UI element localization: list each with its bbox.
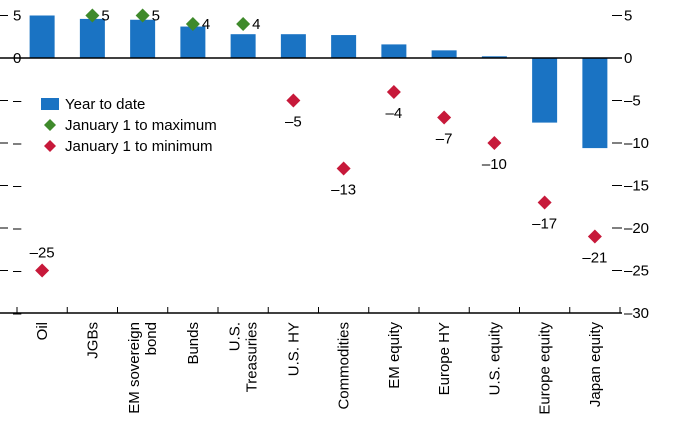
category-label-line: Europe HY <box>436 322 453 395</box>
max-marker-bunds <box>185 17 200 31</box>
bar-commodities <box>331 35 357 58</box>
bars-layer <box>29 15 608 149</box>
y-tick-label-right: –25 <box>624 263 649 280</box>
category-label-line: EM equity <box>386 322 403 389</box>
max-marker-jgbs <box>85 8 100 23</box>
min-data-label: –5 <box>285 114 302 131</box>
bar-u-s-equity <box>481 56 507 58</box>
bar-bunds <box>180 26 206 58</box>
min-marker-commodities <box>336 161 351 176</box>
category-label-line: Japan equity <box>587 322 604 408</box>
category-label-u-s-equity: U.S. equity <box>486 322 503 396</box>
legend-label-january-1-to-minimum: January 1 to minimum <box>65 138 213 155</box>
category-label-line: U.S. equity <box>486 322 503 396</box>
bar-u-s-treasuries <box>230 34 256 58</box>
bar-europe-equity <box>532 58 558 123</box>
bar-em-sovereign-bond <box>130 19 156 58</box>
category-label-line: Commodities <box>336 322 353 410</box>
category-label-commodities: Commodities <box>336 322 353 410</box>
max-data-label: 4 <box>252 16 260 33</box>
legend-swatch-january-1-to-maximum <box>44 119 56 131</box>
category-label-line: Treasuries <box>244 322 261 392</box>
y-tick-label-left: – <box>13 263 22 280</box>
min-marker-u-s-equity <box>487 136 502 150</box>
y-tick-label-left: – <box>13 305 22 322</box>
category-label-europe-equity: Europe equity <box>537 322 554 415</box>
y-tick-label-left: – <box>13 220 22 237</box>
category-label-line: U.S. HY <box>285 322 302 376</box>
legend-swatch-year-to-date <box>41 98 59 110</box>
bar-japan-equity <box>582 58 608 149</box>
legend: Year to date January 1 to maximum January … <box>41 96 217 155</box>
legend-label-year-to-date: Year to date <box>65 96 145 113</box>
category-label-japan-equity: Japan equity <box>587 322 604 408</box>
category-label-line: U.S. <box>227 322 244 351</box>
min-data-label: –7 <box>436 131 453 148</box>
y-tick-label-right: –15 <box>624 178 649 195</box>
max-marker-u-s-treasuries <box>236 17 251 31</box>
y-tick-label-right: 0 <box>624 50 632 67</box>
legend-label-january-1-to-maximum: January 1 to maximum <box>65 117 217 134</box>
legend-swatch-january-1-to-minimum <box>44 140 56 152</box>
y-tick-label-left: 5 <box>13 8 21 25</box>
min-marker-em-equity <box>386 85 401 99</box>
category-label-europe-hy: Europe HY <box>436 322 453 395</box>
max-data-label: 4 <box>202 16 210 33</box>
bar-europe-hy <box>431 50 457 58</box>
y-tick-label-right: –10 <box>624 135 649 152</box>
min-data-label: –10 <box>482 156 507 173</box>
min-marker-oil <box>35 263 50 278</box>
min-data-label: –25 <box>30 245 55 262</box>
category-label-line: bond <box>143 322 160 355</box>
category-label-jgbs: JGBs <box>84 322 101 359</box>
category-label-line: Bunds <box>185 322 202 365</box>
bar-jgbs <box>79 18 105 58</box>
min-data-label: –17 <box>532 216 557 233</box>
min-marker-europe-hy <box>437 110 452 125</box>
min-data-label: –13 <box>331 182 356 199</box>
max-marker-em-sovereign-bond <box>135 8 150 23</box>
category-labels: Oil JGBs EM sovereign bond Bunds U.S. Treasuri… <box>34 322 604 415</box>
min-data-label: –4 <box>386 105 403 122</box>
category-label-u-s-hy: U.S. HY <box>285 322 302 376</box>
bar-oil <box>29 15 55 58</box>
category-label-line: JGBs <box>84 322 101 359</box>
y-tick-label-right: 5 <box>624 8 632 25</box>
y-tick-label-right: –20 <box>624 220 649 237</box>
y-tick-label-left: – <box>13 93 22 110</box>
y-tick-label-left: – <box>13 135 22 152</box>
y-tick-label-left: 0 <box>13 50 21 67</box>
y-tick-label-right: –5 <box>624 93 641 110</box>
category-label-em-sovereign-bond: EM sovereign bond <box>126 322 160 414</box>
y-tick-label-left: – <box>13 178 22 195</box>
markers-layer: 5 5 4 4 –25 –5 –13 –4 –7 –10 –17 –21 <box>30 8 607 278</box>
min-marker-u-s-hy <box>286 93 301 108</box>
category-label-line: EM sovereign <box>126 322 143 414</box>
category-label-line: Oil <box>34 322 51 340</box>
category-label-u-s-treasuries: U.S. Treasuries <box>227 322 261 392</box>
category-label-bunds: Bunds <box>185 322 202 365</box>
min-marker-europe-equity <box>537 195 552 210</box>
min-data-label: –21 <box>582 250 607 267</box>
y-tick-label-right: –30 <box>624 305 649 322</box>
category-label-line: Europe equity <box>537 322 554 415</box>
max-data-label: 5 <box>101 8 109 25</box>
category-label-em-equity: EM equity <box>386 322 403 389</box>
category-label-oil: Oil <box>34 322 51 340</box>
max-data-label: 5 <box>152 8 160 25</box>
bar-em-equity <box>381 44 407 58</box>
min-marker-japan-equity <box>587 229 602 244</box>
bar-u-s-hy <box>280 34 306 58</box>
